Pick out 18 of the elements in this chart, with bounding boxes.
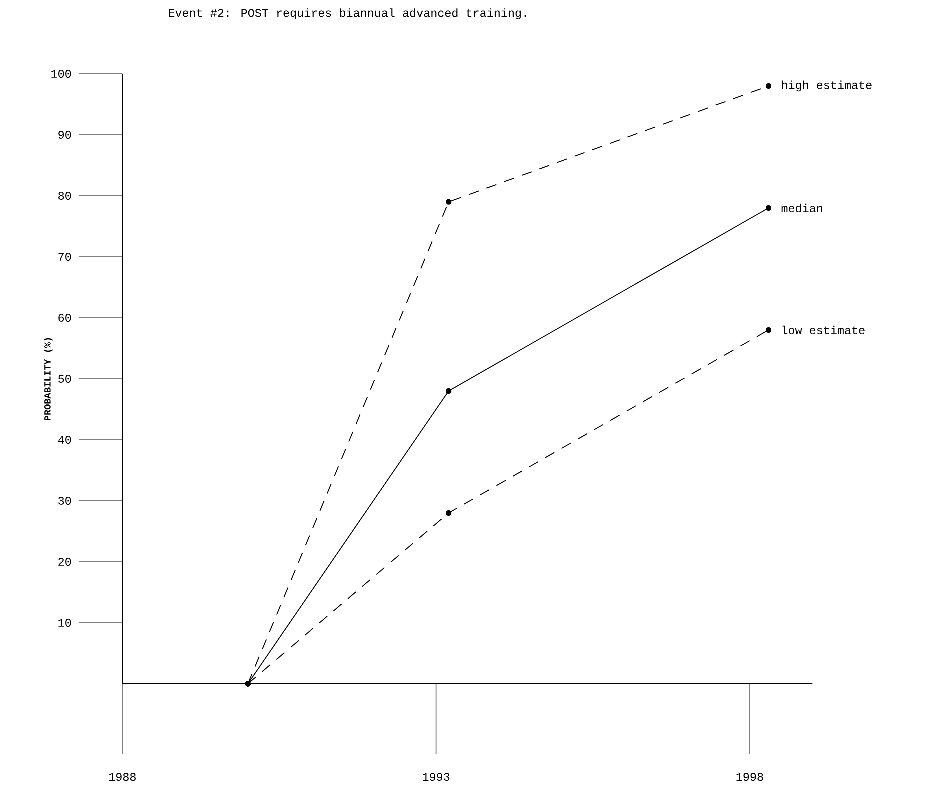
- x-tick-label: 1988: [109, 773, 136, 782]
- chart-title: Event #2: POST requires biannual advanced training.: [169, 8, 526, 20]
- x-tick-label: 1998: [736, 773, 764, 782]
- x-tick-label: 1993: [423, 773, 450, 782]
- series-label: median: [782, 204, 822, 213]
- y-tick-label: 100: [52, 70, 72, 78]
- series-label: low estimate: [782, 326, 865, 334]
- series-label: high estimate: [782, 80, 872, 92]
- y-tick-label: 20: [58, 558, 72, 566]
- y-axis-title: PROBABILITY (%): [44, 338, 53, 421]
- y-tick-label: 30: [58, 497, 72, 505]
- y-tick-label: 50: [58, 375, 72, 383]
- y-tick-label: 40: [58, 436, 72, 444]
- y-tick-label: 70: [58, 253, 72, 261]
- y-tick-label: 80: [58, 192, 72, 200]
- y-tick-label: 90: [58, 131, 72, 139]
- y-tick-label: 60: [58, 314, 72, 322]
- y-tick-label: 10: [58, 619, 72, 627]
